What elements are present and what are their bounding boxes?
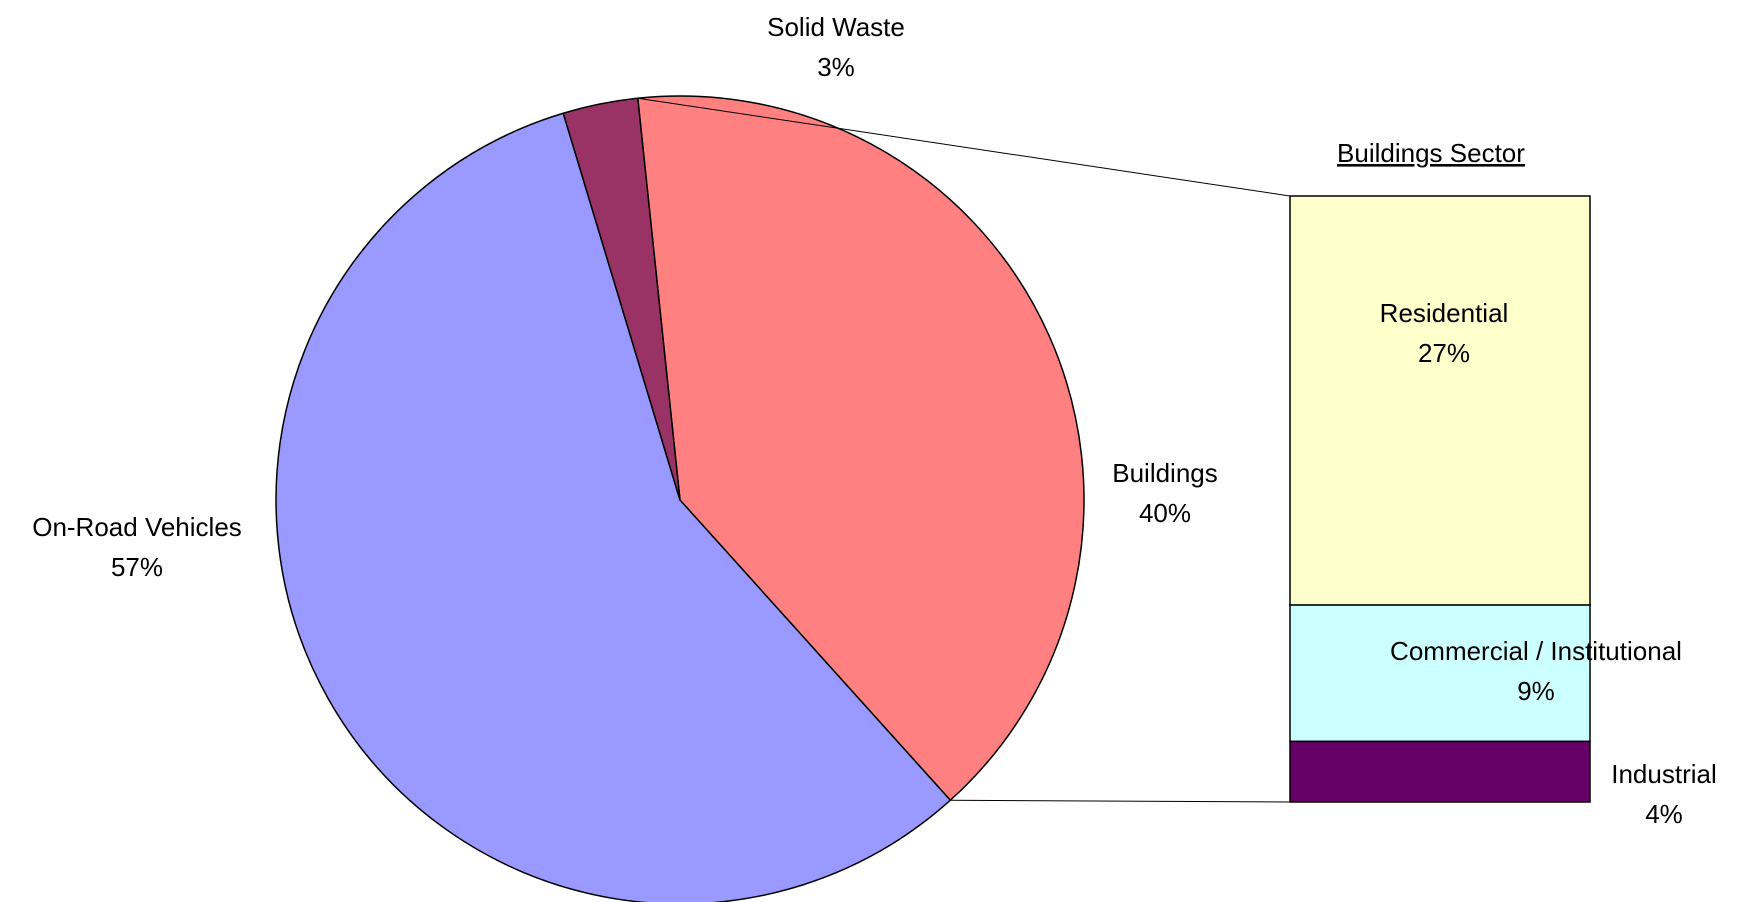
segment-label-commercial-name: Commercial / Institutional xyxy=(1390,636,1682,666)
slice-label-on-road-name: On-Road Vehicles xyxy=(32,512,242,542)
connector-line-bottom xyxy=(950,799,1291,803)
slice-label-solid-waste-value: 3% xyxy=(817,52,855,82)
segment-label-residential-value: 27% xyxy=(1418,338,1470,368)
pie-slices xyxy=(275,95,1085,902)
pie-slice-buildings xyxy=(636,95,1085,802)
pie-slice-solid-waste xyxy=(562,97,681,501)
segment-label-residential-name: Residential xyxy=(1380,298,1509,328)
bar-segment-commercial xyxy=(1289,604,1591,743)
segment-label-industrial-value: 4% xyxy=(1645,799,1683,829)
bar-segment-industrial xyxy=(1289,740,1591,803)
slice-label-on-road-value: 57% xyxy=(111,552,163,582)
breakdown-bar xyxy=(1289,195,1591,803)
segment-label-commercial-value: 9% xyxy=(1517,676,1555,706)
segment-label-industrial-name: Industrial xyxy=(1611,759,1717,789)
pie-slice-on-road xyxy=(275,112,952,902)
connector-line-top xyxy=(637,97,1291,197)
connector-lines xyxy=(637,97,1291,803)
slice-label-solid-waste-name: Solid Waste xyxy=(767,12,905,42)
bar-segment-residential xyxy=(1289,195,1591,606)
breakdown-title: Buildings Sector xyxy=(1337,138,1525,168)
slice-label-buildings-name: Buildings xyxy=(1112,458,1218,488)
slice-label-buildings-value: 40% xyxy=(1139,498,1191,528)
